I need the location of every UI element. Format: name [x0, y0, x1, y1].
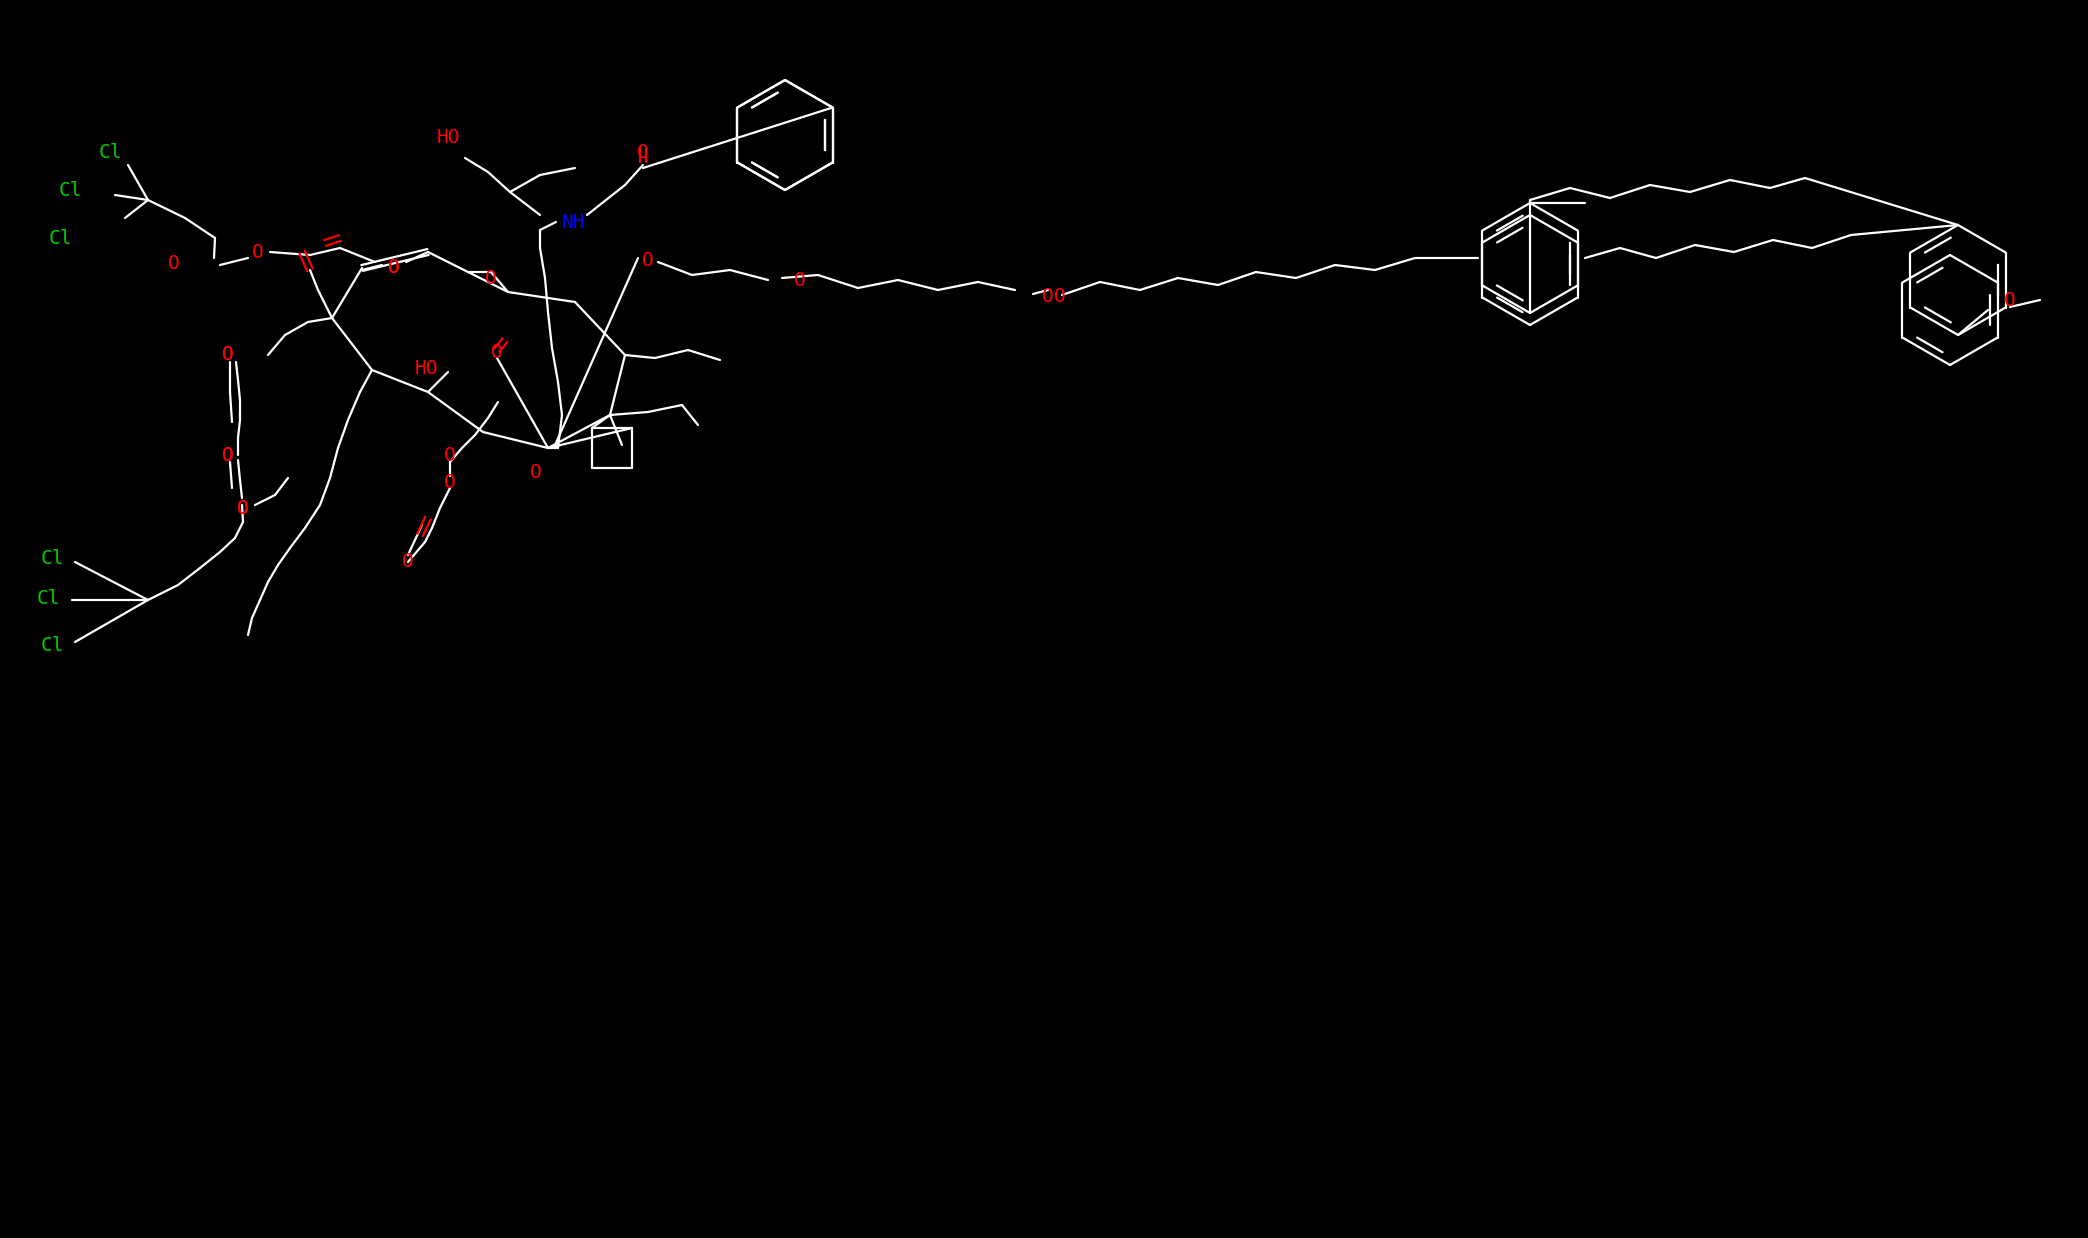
Text: HO: HO — [436, 128, 459, 146]
Text: O: O — [2004, 291, 2015, 310]
Text: O: O — [445, 473, 455, 491]
Text: O: O — [1054, 286, 1065, 306]
Text: O: O — [253, 243, 263, 261]
Text: O: O — [221, 446, 234, 464]
Text: HO: HO — [416, 359, 438, 378]
Text: O: O — [238, 499, 248, 517]
Text: Cl: Cl — [48, 229, 71, 248]
Text: Cl: Cl — [40, 548, 65, 567]
Text: O: O — [388, 258, 401, 276]
Text: O: O — [637, 142, 649, 161]
Text: O: O — [221, 344, 234, 364]
Text: O: O — [643, 250, 654, 270]
Text: O: O — [169, 254, 180, 272]
Text: Cl: Cl — [40, 635, 65, 655]
Text: O: O — [484, 269, 497, 287]
Text: O: O — [221, 446, 234, 464]
Text: O: O — [403, 551, 413, 571]
Text: O: O — [388, 258, 401, 276]
Text: Cl: Cl — [98, 142, 121, 161]
Text: Cl: Cl — [35, 588, 61, 608]
Text: Cl: Cl — [58, 181, 81, 199]
Text: O: O — [491, 343, 503, 361]
Text: NH: NH — [562, 213, 585, 232]
Text: O: O — [445, 446, 455, 464]
Text: O: O — [1042, 286, 1054, 306]
Text: O: O — [793, 270, 806, 290]
Text: O: O — [238, 499, 248, 517]
Text: O: O — [221, 344, 234, 364]
Text: O: O — [530, 463, 543, 482]
